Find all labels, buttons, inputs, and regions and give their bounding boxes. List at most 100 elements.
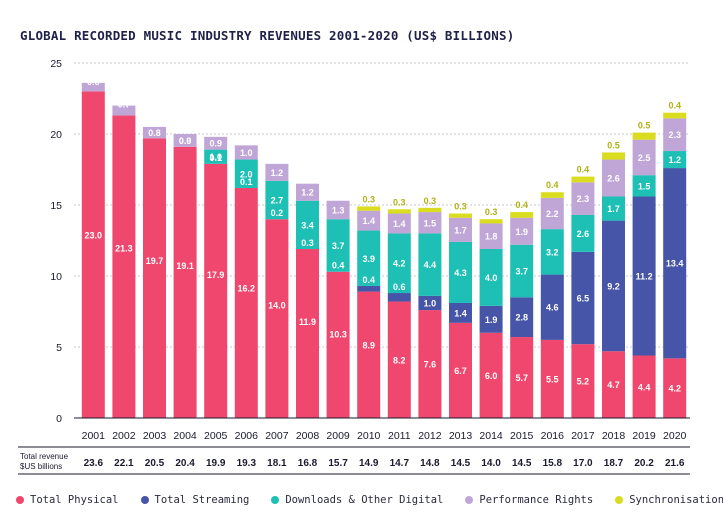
data-label-total-streaming-2009: 0.4 (332, 261, 345, 271)
data-label-total-physical-2006: 16.2 (238, 283, 256, 293)
bar-total-streaming-2019 (632, 196, 656, 356)
x-tick-label-2014: 2014 (479, 430, 503, 442)
totals-row-label: Total revenue $US billions (20, 452, 68, 472)
data-label-total-physical-2017: 5.2 (577, 377, 590, 387)
data-label-downloads-other-digital-2015: 3.7 (515, 267, 528, 277)
bar-total-physical-2019 (632, 355, 656, 418)
total-revenue-2017: 17.0 (573, 458, 593, 469)
data-label-performance-rights-2006: 1.0 (240, 148, 253, 158)
data-label-downloads-other-digital-2018: 1.7 (607, 204, 620, 214)
data-label-downloads-other-digital-2006: 2.0 (240, 169, 253, 179)
x-tick-label-2002: 2002 (112, 430, 136, 442)
bar-synchronisation-2020 (663, 112, 687, 119)
data-label-total-streaming-2018: 9.2 (607, 281, 620, 291)
legend-item-downloads: Downloads & Other Digital (271, 494, 443, 506)
data-label-performance-rights-2008: 1.2 (301, 188, 314, 198)
bar-performance-rights-2004 (173, 134, 197, 147)
data-label-total-streaming-2016: 4.6 (546, 303, 559, 313)
data-label-total-physical-2011: 8.2 (393, 355, 406, 365)
bar-downloads-other-digital-2018 (602, 196, 625, 221)
bar-total-physical-2015 (510, 337, 534, 418)
x-tick-label-2013: 2013 (449, 430, 473, 442)
bar-performance-rights-2016 (540, 197, 564, 230)
data-label-synchronisation-2020: 0.4 (668, 101, 681, 111)
bar-synchronisation-2015 (510, 212, 534, 218)
total-revenue-2004: 20.4 (175, 458, 195, 469)
x-tick-label-2006: 2006 (235, 430, 259, 442)
bar-performance-rights-2020 (663, 118, 687, 152)
data-label-synchronisation-2011: 0.3 (393, 197, 406, 207)
data-label-downloads-other-digital-2011: 4.2 (393, 259, 406, 269)
data-label-synchronisation-2016: 0.4 (546, 180, 559, 190)
bar-synchronisation-2018 (602, 152, 625, 160)
bar-synchronisation-2010 (357, 206, 381, 211)
data-label-synchronisation-2018: 0.5 (607, 140, 620, 150)
bar-downloads-other-digital-2010 (357, 230, 381, 286)
data-label-performance-rights-2020: 2.3 (668, 130, 681, 140)
legend-label-downloads: Downloads & Other Digital (285, 494, 444, 506)
data-label-downloads-other-digital-2012: 4.4 (424, 260, 437, 270)
data-label-total-streaming-2004: 0.0 (179, 136, 192, 146)
data-label-total-physical-2015: 5.7 (515, 373, 528, 383)
data-label-downloads-other-digital-2009: 3.7 (332, 241, 345, 251)
data-label-total-physical-2001: 23.0 (85, 230, 103, 240)
data-label-total-physical-2019: 4.4 (638, 382, 651, 392)
data-label-performance-rights-2014: 1.8 (485, 232, 498, 242)
bar-synchronisation-2012 (418, 207, 442, 213)
bar-total-physical-2001 (81, 91, 105, 419)
x-tick-label-2012: 2012 (418, 430, 442, 442)
data-label-downloads-other-digital-2014: 4.0 (485, 273, 498, 283)
bar-total-physical-2004 (173, 146, 197, 418)
total-revenue-2003: 20.5 (145, 458, 165, 469)
data-label-downloads-other-digital-2010: 3.9 (362, 254, 375, 264)
bar-total-physical-2012 (418, 310, 442, 418)
bar-total-streaming-2011 (387, 293, 411, 302)
data-label-total-streaming-2010: 0.4 (362, 275, 375, 285)
data-label-performance-rights-2017: 2.3 (577, 194, 590, 204)
data-label-total-physical-2018: 4.7 (607, 380, 620, 390)
x-tick-label-2008: 2008 (296, 430, 320, 442)
bar-total-streaming-2017 (571, 251, 595, 345)
total-revenue-2015: 14.5 (512, 458, 532, 469)
data-label-synchronisation-2015: 0.4 (515, 200, 528, 210)
data-label-performance-rights-2016: 2.2 (546, 209, 559, 219)
data-label-downloads-other-digital-2005: 1.0 (209, 152, 222, 162)
total-revenue-2011: 14.7 (390, 458, 410, 469)
data-label-performance-rights-2018: 2.6 (607, 174, 620, 184)
chart-title: GLOBAL RECORDED MUSIC INDUSTRY REVENUES … (20, 28, 515, 43)
bar-synchronisation-2011 (387, 209, 411, 214)
data-label-downloads-other-digital-2017: 2.6 (577, 229, 590, 239)
data-label-total-streaming-2015: 2.8 (515, 313, 528, 323)
legend-label-physical: Total Physical (30, 494, 119, 506)
bar-performance-rights-2010 (357, 210, 381, 231)
bar-total-physical-2018 (602, 351, 625, 418)
legend-swatch-sync (615, 496, 624, 504)
data-label-performance-rights-2010: 1.4 (362, 216, 375, 226)
bar-performance-rights-2012 (418, 212, 442, 234)
bar-total-physical-2003 (143, 138, 166, 418)
data-label-total-streaming-2008: 0.3 (301, 238, 314, 248)
bar-downloads-other-digital-2006 (234, 159, 258, 188)
data-label-total-physical-2007: 14.0 (268, 301, 286, 311)
bar-downloads-other-digital-2011 (387, 233, 411, 294)
legend-item-performance: Performance Rights (465, 494, 593, 506)
bar-performance-rights-2014 (479, 223, 503, 250)
total-revenue-2018: 18.7 (604, 458, 624, 469)
bar-total-physical-2014 (479, 332, 503, 418)
bar-total-physical-2007 (265, 219, 289, 418)
legend-item-streaming: Total Streaming (140, 494, 249, 506)
bar-total-streaming-2012 (418, 295, 442, 311)
bar-performance-rights-2019 (632, 139, 656, 176)
data-label-total-streaming-2020: 13.4 (666, 259, 684, 269)
bar-performance-rights-2003 (143, 126, 166, 139)
x-tick-label-2010: 2010 (357, 430, 381, 442)
bar-total-physical-2008 (296, 249, 319, 418)
legend-label-sync: Synchronisation (629, 494, 723, 506)
data-label-total-physical-2016: 5.5 (546, 374, 559, 384)
bar-total-streaming-2018 (602, 220, 625, 352)
bar-downloads-other-digital-2007 (265, 180, 289, 220)
bar-downloads-other-digital-2012 (418, 233, 442, 296)
data-label-synchronisation-2012: 0.3 (424, 196, 437, 206)
bar-performance-rights-2007 (265, 163, 289, 181)
data-label-total-streaming-2011: 0.6 (393, 282, 406, 292)
